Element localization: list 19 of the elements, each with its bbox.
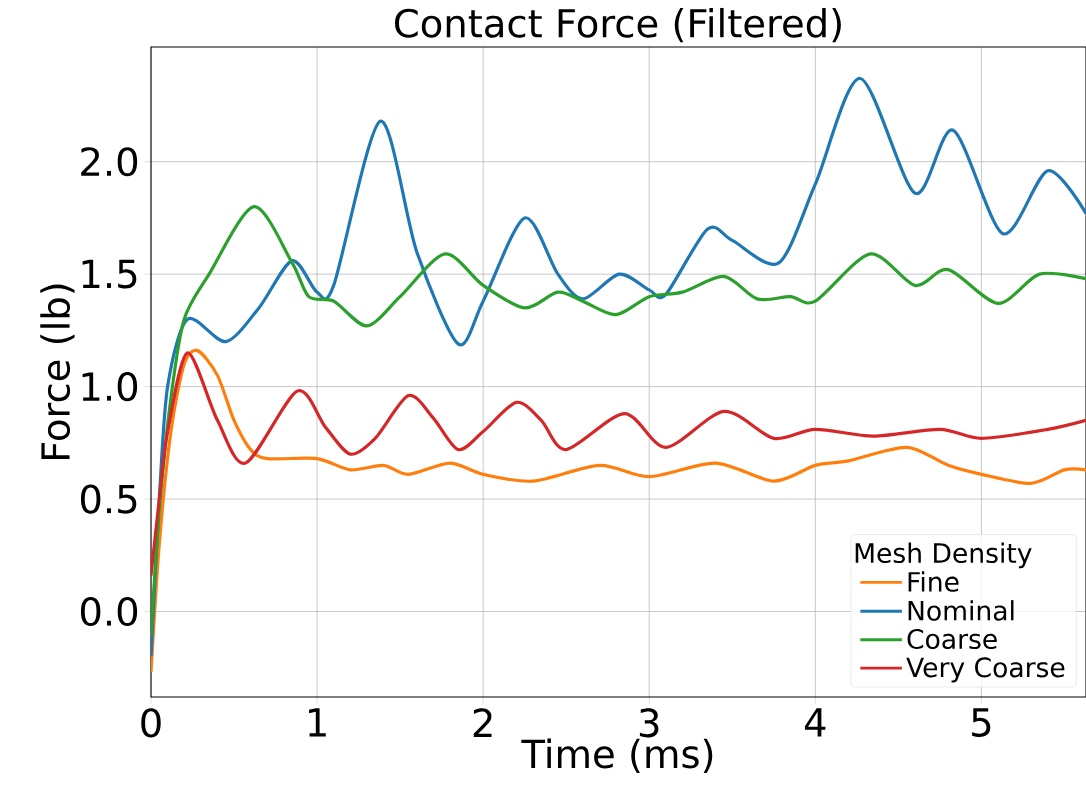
y-tick-label: 2.0: [81, 147, 138, 177]
x-tick-label: 3: [639, 708, 659, 738]
y-axis-title: Force (lb): [40, 284, 75, 460]
y-tick-label: 1.0: [82, 372, 138, 402]
y-tick-label: 1.5: [82, 259, 137, 289]
x-tick-label: 1: [309, 708, 326, 737]
x-axis-title: Time (ms): [521, 738, 713, 773]
y-tick-label: 0.5: [80, 484, 137, 514]
x-tick-label: 2: [473, 708, 492, 737]
legend-label: Nominal: [908, 600, 1014, 621]
legend-title: Mesh Density: [855, 542, 1032, 569]
legend-label: Fine: [908, 571, 959, 592]
legend-label: Coarse: [907, 628, 997, 650]
y-tick-label: 0.0: [80, 596, 138, 627]
x-tick-label: 5: [972, 708, 991, 737]
legend-label: Very Coarse: [906, 657, 1065, 683]
x-tick-label: 4: [804, 708, 826, 737]
chart-title: Contact Force (Filtered): [394, 7, 841, 43]
x-tick-label: 0: [141, 708, 161, 738]
